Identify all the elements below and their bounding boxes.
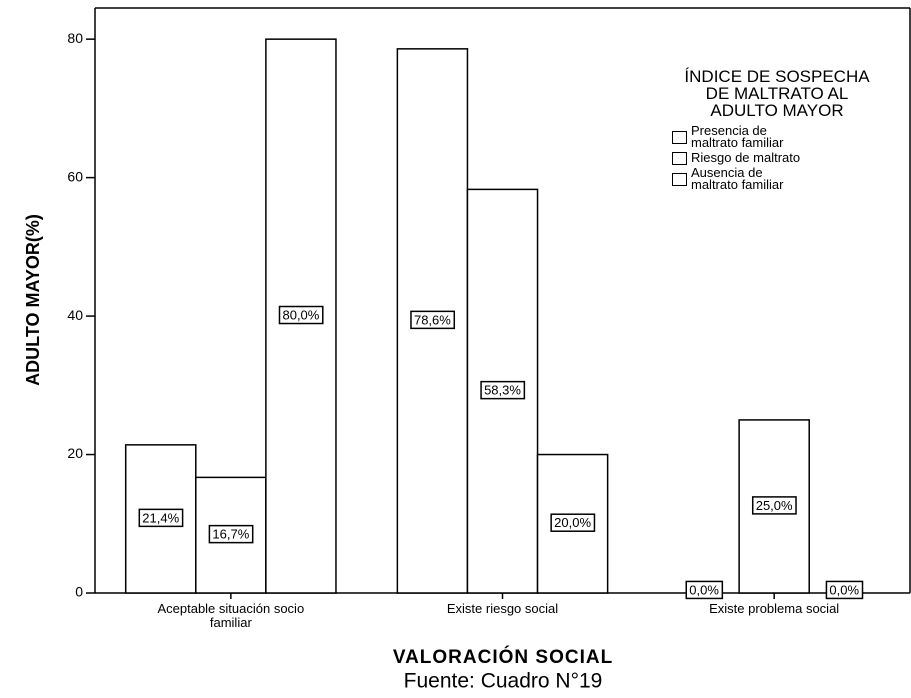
value-label-box [825, 580, 864, 600]
value-label: 80,0% [282, 308, 319, 323]
value-label-box [138, 508, 184, 528]
value-label-box [751, 496, 797, 515]
y-tick-label: 60 [67, 168, 83, 184]
value-label-box [410, 310, 456, 330]
x-axis-title: VALORACIÓN SOCIAL [393, 646, 613, 668]
x-tick-label: Existe riesgo social [446, 601, 559, 616]
value-label: 25,0% [756, 498, 793, 513]
value-label: 0,0% [689, 582, 719, 597]
legend-item: Riesgo de maltrato [672, 150, 882, 166]
legend: ÍNDICE DE SOSPECHA DE MALTRATO AL ADULTO… [672, 68, 882, 191]
value-label: 0,0% [829, 582, 859, 597]
legend-label: Presencia de maltrato familiar [691, 123, 784, 151]
legend-item: Ausencia de maltrato familiar [672, 164, 882, 193]
legend-swatch [672, 130, 687, 144]
bar [195, 476, 267, 594]
value-label-box [480, 380, 526, 400]
value-label-box [278, 305, 324, 325]
y-axis-title: ADULTO MAYOR(%) [23, 214, 43, 386]
legend-item: Presencia de maltrato familiar [672, 123, 882, 151]
value-label-box [550, 513, 596, 532]
value-label-box [685, 580, 724, 600]
value-label: 20,0% [554, 515, 591, 530]
y-tick-label: 40 [67, 307, 83, 323]
legend-label: Riesgo de maltrato [691, 150, 801, 166]
value-label: 21,4% [142, 510, 179, 525]
legend-title: ÍNDICE DE SOSPECHA DE MALTRATO AL ADULTO… [684, 67, 870, 120]
value-label: 58,3% [484, 383, 521, 398]
y-tick-label: 0 [75, 584, 83, 600]
legend-swatch [672, 151, 687, 165]
y-tick-label: 80 [67, 30, 83, 46]
legend-label: Ausencia de maltrato familiar [691, 164, 784, 193]
value-label: 78,6% [414, 312, 451, 327]
x-tick-label: Existe problema social [709, 601, 840, 616]
y-tick-label: 20 [67, 445, 83, 461]
value-label-box [208, 524, 254, 544]
x-tick-label: Aceptable situación socio familiar [157, 601, 305, 630]
source-note: Fuente: Cuadro N°19 [404, 670, 603, 693]
legend-swatch [672, 172, 687, 186]
value-label: 16,7% [212, 527, 249, 542]
